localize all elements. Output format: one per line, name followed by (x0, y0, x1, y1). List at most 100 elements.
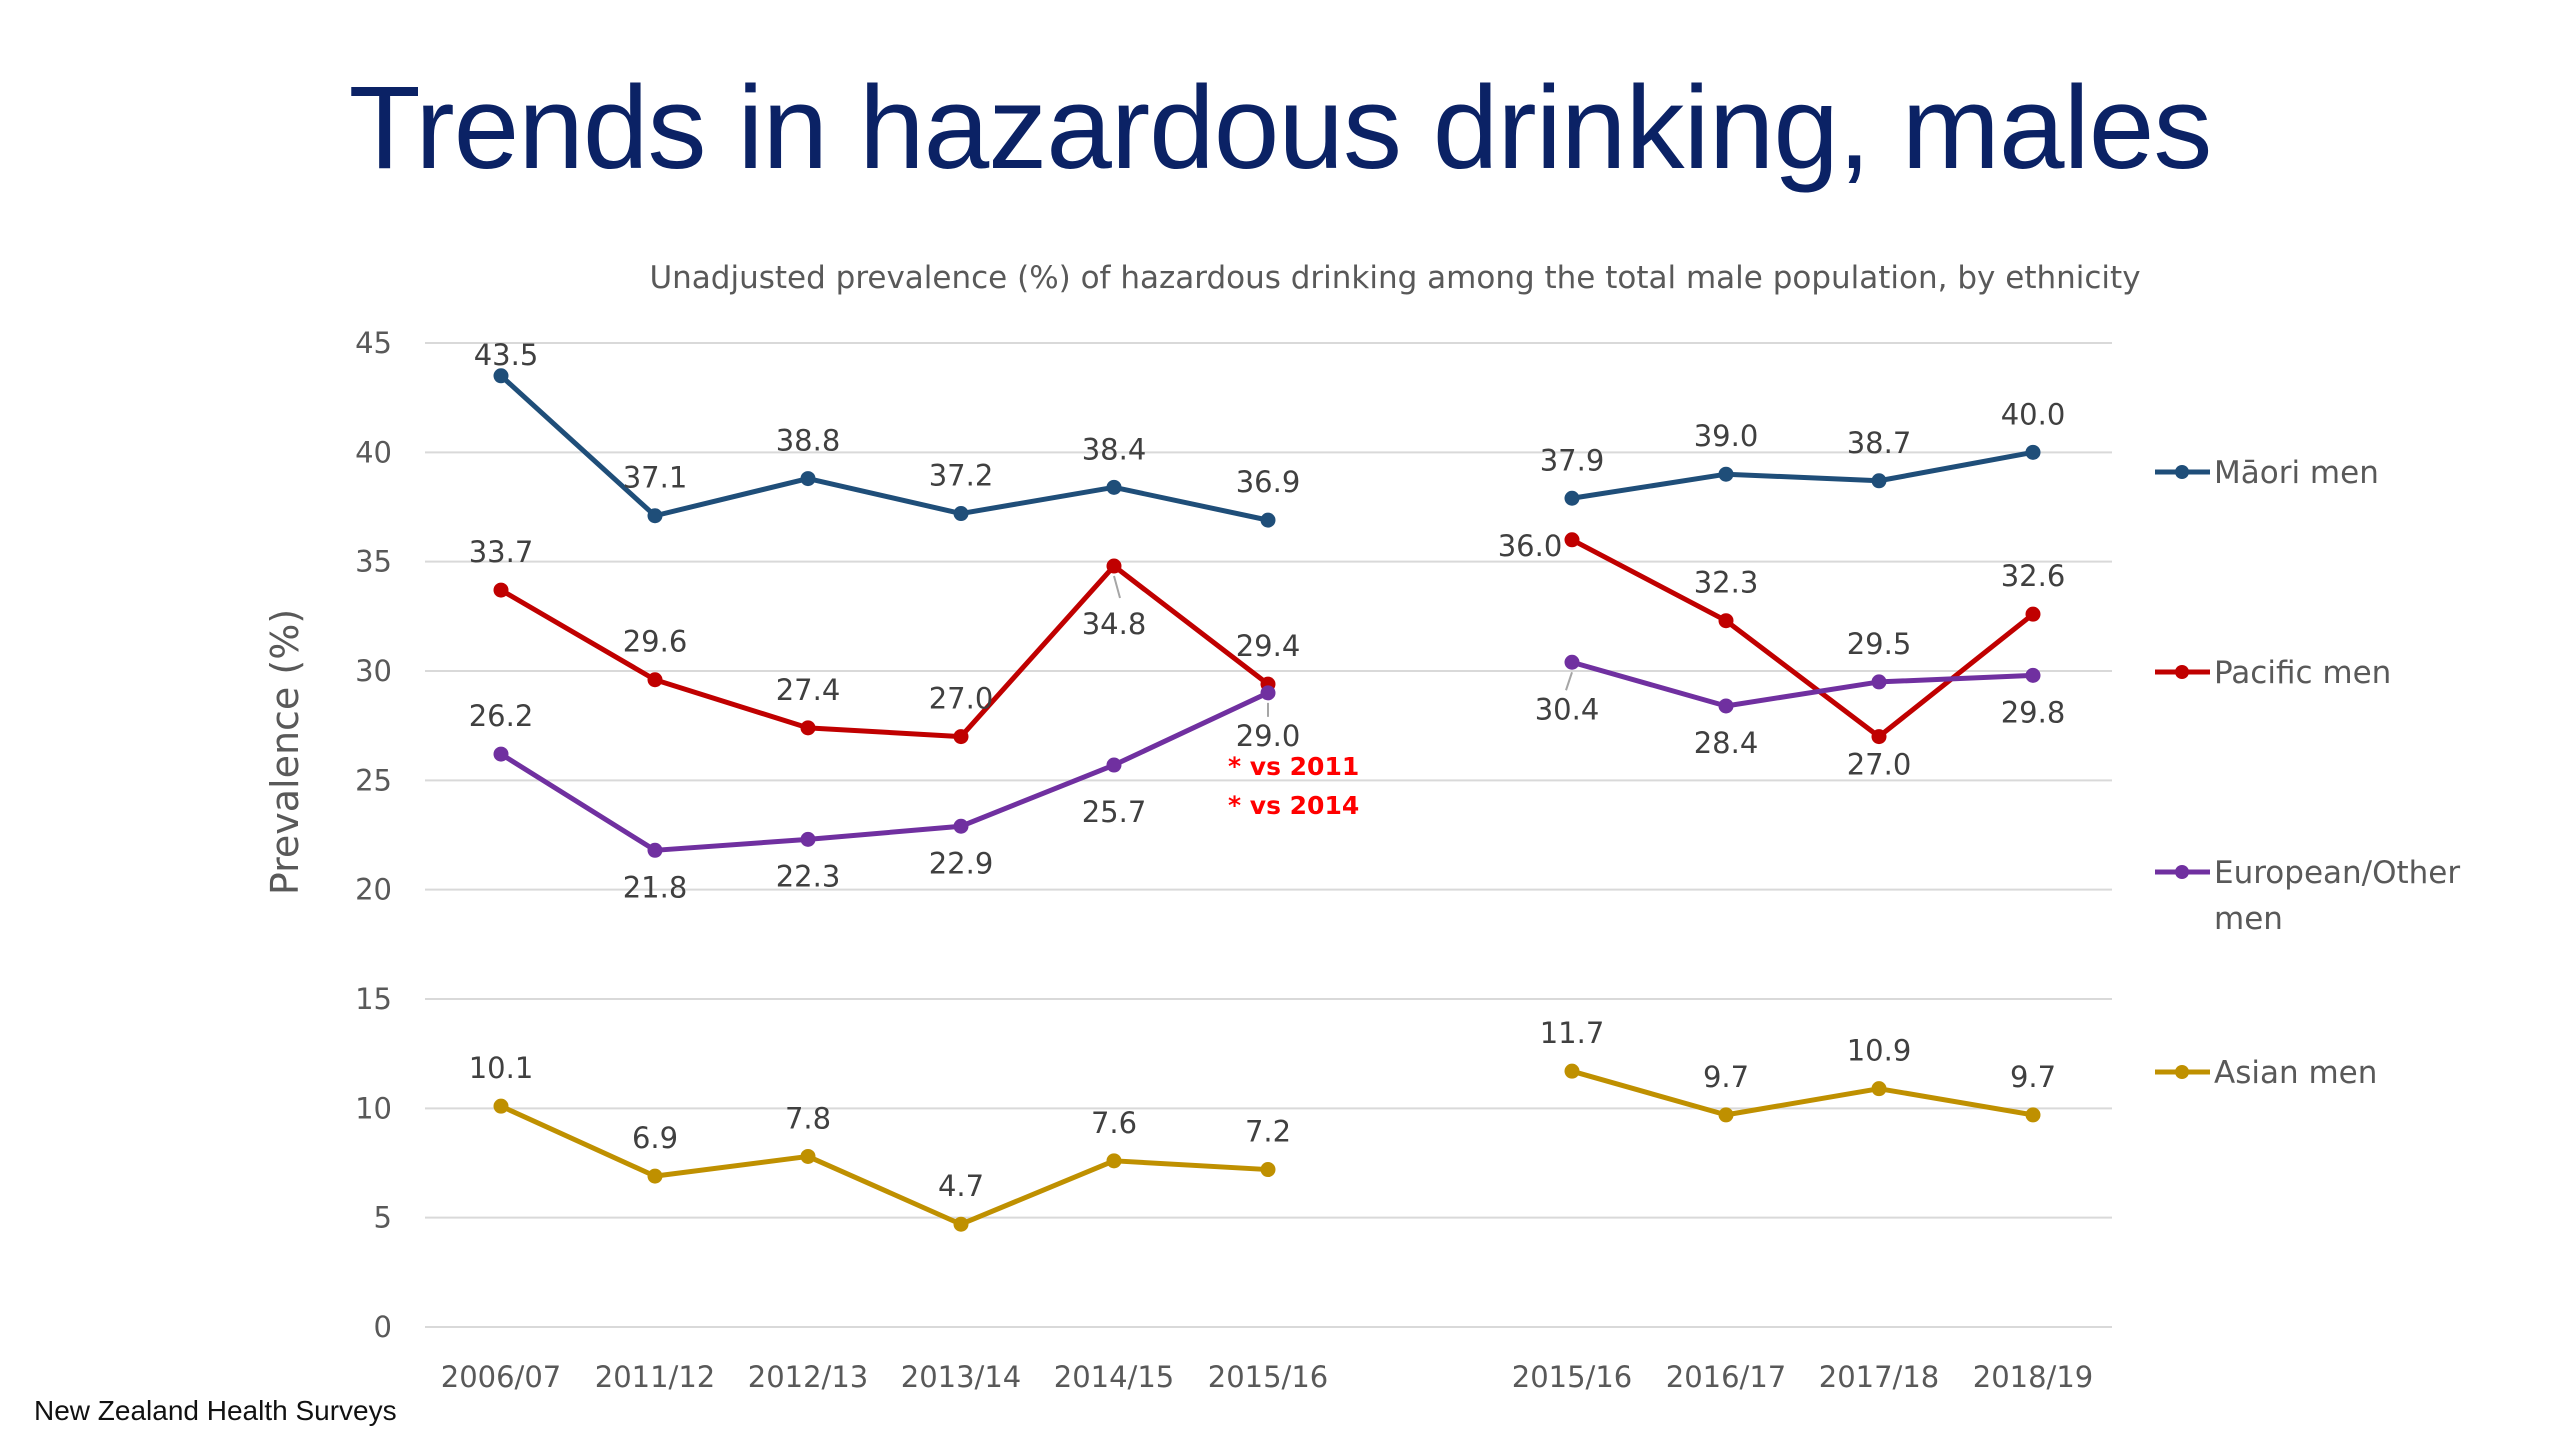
point-european-other-men-1-2 (647, 842, 663, 858)
line-asian-men-group1 (499, 1103, 1269, 1227)
data-label-asian-men-1-1: 10.1 (469, 1051, 534, 1085)
significance-annotations: * vs 2011 * vs 2014 (1228, 752, 1359, 820)
data-label-pacific-men-1-1: 33.7 (469, 535, 534, 569)
data-label-european-other-men-1-6: 29.0 (1236, 719, 1301, 753)
chart-subtitle: Unadjusted prevalence (%) of hazardous d… (649, 260, 2140, 296)
x-tick-1-6: 2015/16 (1208, 1360, 1328, 1394)
x-tick-2-3: 2017/18 (1819, 1360, 1939, 1394)
data-label-european-other-men-1-4: 22.9 (929, 846, 994, 880)
point-asian-men-1-6 (1260, 1162, 1276, 1178)
leader-line-1 (1113, 575, 1121, 599)
point-m-ori-men-2-1 (1564, 490, 1580, 506)
annotation-2: * vs 2014 (1228, 791, 1359, 820)
x-tick-2-4: 2018/19 (1973, 1360, 2093, 1394)
y-axis-ticks: 0 5 10 15 20 25 30 35 40 45 (355, 326, 392, 1344)
data-label-european-other-men-1-5: 25.7 (1082, 795, 1147, 829)
point-pacific-men-1-1 (493, 582, 509, 598)
point-m-ori-men-1-5 (1106, 479, 1122, 495)
source-note: New Zealand Health Surveys (34, 1395, 397, 1426)
data-label-pacific-men-2-3: 27.0 (1847, 748, 1912, 782)
legend-label-european-other-men: European/Other men (2214, 855, 2460, 937)
point-pacific-men-1-5 (1106, 558, 1122, 574)
data-label-european-other-men-1-3: 22.3 (776, 859, 841, 893)
data-label-asian-men-1-5: 7.6 (1091, 1106, 1137, 1140)
point-m-ori-men-2-2 (1718, 466, 1734, 482)
slide-title: Trends in hazardous drinking, males (348, 62, 2213, 194)
data-label-m-ori-men-1-5: 38.4 (1082, 432, 1147, 466)
data-labels: 43.5 37.1 38.8 37.2 38.4 36.9 37.9 39.0 38.7 40.0… (469, 338, 2066, 1203)
legend-label-line-1: European/Other (2214, 855, 2460, 891)
line-pacific-men-group2 (1570, 537, 2035, 740)
data-label-m-ori-men-2-4: 40.0 (2001, 397, 2066, 431)
legend-label-line-2: men (2214, 901, 2283, 937)
legend-marker-asian-men (2175, 1065, 2189, 1079)
data-label-pacific-men-1-6: 29.4 (1236, 629, 1301, 663)
point-european-other-men-1-3 (800, 831, 816, 847)
point-pacific-men-2-4 (2025, 606, 2041, 622)
y-tick-0: 0 (374, 1310, 392, 1344)
point-m-ori-men-1-1 (493, 368, 509, 384)
point-asian-men-1-4 (953, 1216, 969, 1232)
y-tick-45: 45 (355, 326, 392, 360)
data-label-m-ori-men-1-6: 36.9 (1236, 465, 1301, 499)
point-asian-men-1-2 (647, 1168, 663, 1184)
point-european-other-men-2-4 (2025, 667, 2041, 683)
data-label-european-other-men-1-2: 21.8 (623, 870, 688, 904)
point-european-other-men-1-5 (1106, 757, 1122, 773)
line-european-other-men-group2 (1571, 659, 2034, 709)
point-asian-men-2-2 (1718, 1107, 1734, 1123)
data-label-m-ori-men-1-4: 37.2 (929, 459, 994, 493)
point-asian-men-2-1 (1564, 1063, 1580, 1079)
y-tick-15: 15 (355, 982, 392, 1016)
point-pacific-men-2-3 (1871, 729, 1887, 745)
data-label-asian-men-1-2: 6.9 (632, 1121, 678, 1155)
y-axis-label: Prevalence (%) (263, 609, 307, 895)
point-m-ori-men-1-3 (800, 471, 816, 487)
point-european-other-men-2-3 (1871, 674, 1887, 690)
point-asian-men-2-4 (2025, 1107, 2041, 1123)
series-lines (499, 373, 2035, 1227)
y-tick-25: 25 (355, 763, 392, 797)
data-label-asian-men-2-4: 9.7 (2010, 1060, 2056, 1094)
point-asian-men-1-1 (493, 1098, 509, 1114)
line-m-ori-men-group1 (499, 373, 1269, 523)
data-label-asian-men-2-3: 10.9 (1847, 1034, 1912, 1068)
legend-marker-m-ori-men (2175, 465, 2189, 479)
data-label-european-other-men-2-4: 29.8 (2001, 695, 2066, 729)
x-tick-2-2: 2016/17 (1666, 1360, 1786, 1394)
data-label-pacific-men-2-4: 32.6 (2001, 559, 2066, 593)
x-tick-1-4: 2013/14 (901, 1360, 1021, 1394)
x-tick-1-3: 2012/13 (748, 1360, 868, 1394)
legend-marker-european-other-men (2175, 865, 2189, 879)
leader-line-3 (1565, 671, 1573, 691)
line-m-ori-men-group2 (1571, 449, 2034, 501)
x-tick-2-1: 2015/16 (1512, 1360, 1632, 1394)
y-tick-5: 5 (374, 1201, 392, 1235)
data-label-european-other-men-1-1: 26.2 (469, 699, 534, 733)
legend-label-pacific-men: Pacific men (2214, 655, 2391, 691)
y-tick-10: 10 (355, 1091, 392, 1125)
label-leader-lines (1113, 575, 1573, 717)
point-european-other-men-1-4 (953, 818, 969, 834)
data-label-m-ori-men-1-3: 38.8 (776, 424, 841, 458)
data-label-european-other-men-2-2: 28.4 (1694, 726, 1759, 760)
legend-label-asian-men: Asian men (2214, 1055, 2377, 1091)
data-label-pacific-men-1-2: 29.6 (623, 625, 688, 659)
data-label-asian-men-1-3: 7.8 (785, 1101, 831, 1135)
line-european-other-men-group1 (499, 690, 1270, 853)
data-label-pacific-men-1-3: 27.4 (776, 673, 841, 707)
x-tick-1-1: 2006/07 (441, 1360, 561, 1394)
point-pacific-men-1-2 (647, 672, 663, 688)
point-european-other-men-2-1 (1564, 654, 1580, 670)
data-label-m-ori-men-2-3: 38.7 (1847, 426, 1912, 460)
point-m-ori-men-1-2 (647, 508, 663, 524)
point-m-ori-men-2-4 (2025, 444, 2041, 460)
point-european-other-men-1-6 (1260, 685, 1276, 701)
point-pacific-men-2-1 (1564, 532, 1580, 548)
data-label-pacific-men-1-5: 34.8 (1082, 607, 1147, 641)
annotation-1: * vs 2011 (1228, 752, 1359, 781)
x-tick-1-5: 2014/15 (1054, 1360, 1174, 1394)
legend-marker-pacific-men (2175, 665, 2189, 679)
y-tick-20: 20 (355, 873, 392, 907)
data-label-asian-men-2-1: 11.7 (1540, 1016, 1605, 1050)
